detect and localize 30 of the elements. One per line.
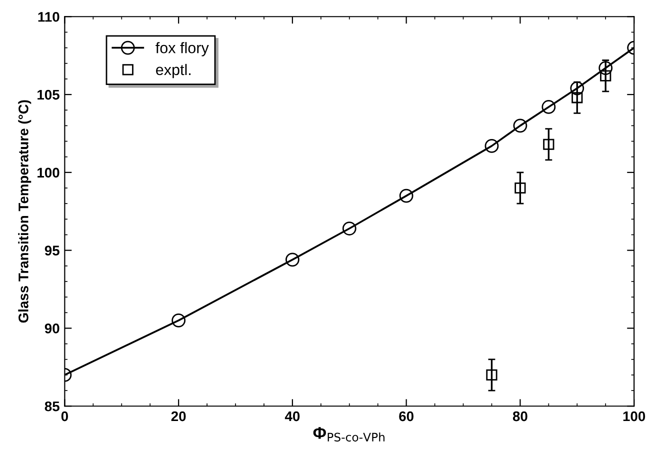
x-tick-label: 100 — [623, 411, 646, 422]
y-tick-label: 110 — [38, 12, 60, 22]
point — [572, 92, 583, 104]
y-tick-label: 90 — [44, 324, 60, 334]
point — [484, 138, 499, 153]
x-tick-label: 0 — [61, 411, 68, 422]
y-tick-label: 105 — [38, 90, 60, 100]
point — [600, 70, 612, 82]
y-tick-label: 85 — [44, 401, 60, 412]
y-axis-title: Glass Transition Temperature (°C) — [18, 100, 32, 323]
point — [513, 118, 528, 133]
point — [399, 188, 414, 203]
point — [543, 138, 554, 150]
point — [342, 222, 356, 236]
point — [542, 100, 556, 114]
x-axis-title: Φ$_{PS-co-VPh}$ — [313, 427, 384, 442]
y-tick-label: 95 — [44, 246, 60, 256]
point — [486, 369, 498, 381]
x-tick-label: 60 — [399, 411, 414, 422]
point — [172, 313, 186, 328]
point — [570, 81, 584, 96]
legend-label: fox flory — [156, 42, 209, 56]
legend-label: exptl. — [156, 64, 191, 78]
x-tick-label: 80 — [512, 411, 528, 422]
x-tick-label: 20 — [171, 411, 186, 422]
y-tick-label: 100 — [38, 168, 60, 178]
point — [598, 61, 613, 75]
point — [286, 252, 300, 267]
point — [514, 182, 526, 194]
x-tick-label: 40 — [284, 411, 300, 422]
